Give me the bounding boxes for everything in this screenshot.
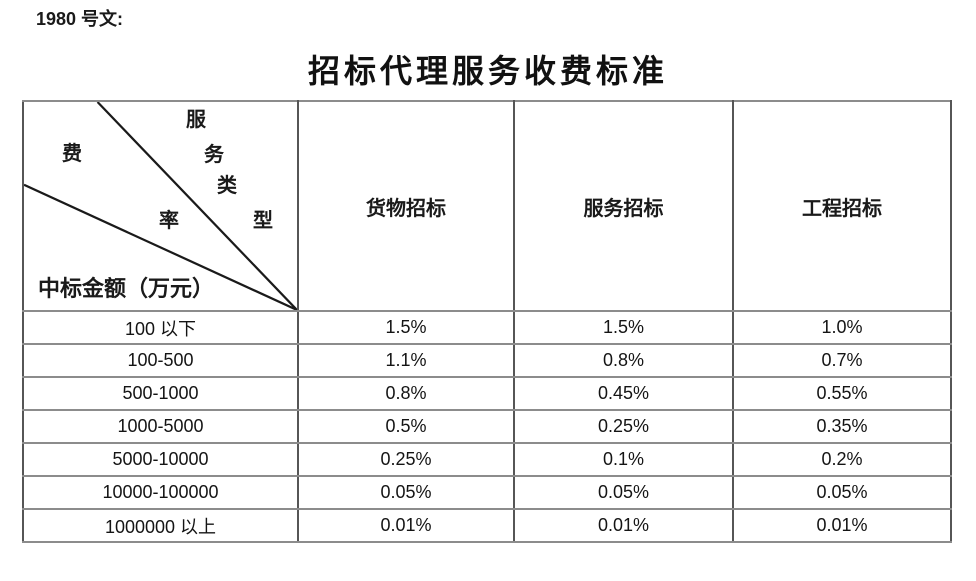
fee-value: 0.25%	[513, 409, 734, 444]
fee-value: 0.5%	[297, 409, 515, 444]
table-row: 500-1000 0.8% 0.45% 0.55%	[22, 376, 952, 411]
row-range: 1000-5000	[22, 409, 299, 444]
fee-value: 0.45%	[513, 376, 734, 411]
fee-value: 0.25%	[297, 442, 515, 477]
table-row: 1000000 以上 0.01% 0.01% 0.01%	[22, 508, 952, 543]
fee-table: 服 务 类 型 费 率 中标金额（万元） 货物招标 服务招标 工程招标 100 …	[22, 100, 952, 543]
row-range: 10000-100000	[22, 475, 299, 510]
fee-value: 0.55%	[732, 376, 952, 411]
fee-value: 0.8%	[513, 343, 734, 378]
header-row: 服 务 类 型 费 率 中标金额（万元） 货物招标 服务招标 工程招标	[22, 100, 952, 312]
fee-value: 0.05%	[513, 475, 734, 510]
fee-value: 0.01%	[513, 508, 734, 543]
fee-value: 0.1%	[513, 442, 734, 477]
doc-number: 1980 号文:	[36, 9, 124, 29]
column-header-service-bidding: 服务招标	[513, 100, 734, 312]
diagonal-lines	[24, 102, 297, 310]
column-header-engineering-bidding: 工程招标	[732, 100, 952, 312]
fee-value: 0.8%	[297, 376, 515, 411]
diagonal-header-cell: 服 务 类 型 费 率 中标金额（万元）	[22, 100, 299, 312]
table-row: 100 以下 1.5% 1.5% 1.0%	[22, 310, 952, 345]
page-title: 招标代理服务收费标准	[307, 53, 668, 89]
fee-value: 0.01%	[297, 508, 515, 543]
fee-value: 0.05%	[732, 475, 952, 510]
fee-value: 1.5%	[297, 310, 515, 345]
fee-value: 1.1%	[297, 343, 515, 378]
corner-label-fee-char: 费	[62, 143, 82, 165]
row-range: 5000-10000	[22, 442, 299, 477]
corner-label-service-type-char: 类	[217, 175, 237, 197]
corner-label-service-type-char: 务	[204, 144, 224, 166]
fee-value: 0.35%	[732, 409, 952, 444]
row-range: 1000000 以上	[22, 508, 299, 543]
table-row: 100-500 1.1% 0.8% 0.7%	[22, 343, 952, 378]
fee-value: 0.2%	[732, 442, 952, 477]
corner-label-service-type-char: 型	[253, 210, 273, 232]
corner-amount-label: 中标金额（万元）	[38, 276, 215, 301]
fee-value: 1.0%	[732, 310, 952, 345]
table-row: 10000-100000 0.05% 0.05% 0.05%	[22, 475, 952, 510]
fee-value: 0.7%	[732, 343, 952, 378]
corner-label-rate-char: 率	[159, 210, 179, 232]
row-range: 500-1000	[22, 376, 299, 411]
fee-value: 1.5%	[513, 310, 734, 345]
table-row: 5000-10000 0.25% 0.1% 0.2%	[22, 442, 952, 477]
table-row: 1000-5000 0.5% 0.25% 0.35%	[22, 409, 952, 444]
fee-value: 0.05%	[297, 475, 515, 510]
fee-value: 0.01%	[732, 508, 952, 543]
corner-label-service-type-char: 服	[186, 109, 206, 131]
row-range: 100-500	[22, 343, 299, 378]
column-header-goods-bidding: 货物招标	[297, 100, 515, 312]
row-range: 100 以下	[22, 310, 299, 345]
